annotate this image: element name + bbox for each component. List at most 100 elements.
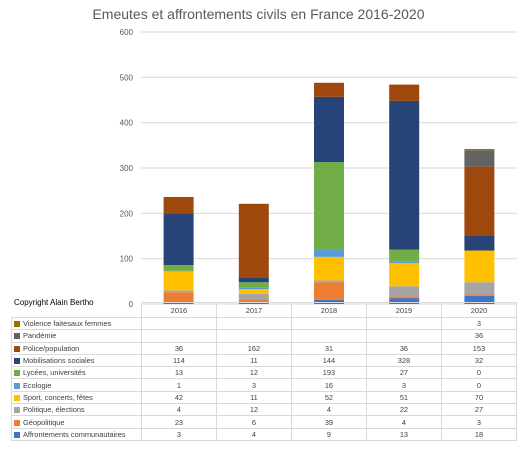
bar-segment [314, 162, 344, 250]
data-cell: 114 [140, 353, 217, 368]
data-cell: 144 [290, 353, 367, 368]
bar-segment [238, 282, 269, 288]
data-cell [290, 316, 367, 331]
bar-segment [389, 296, 420, 299]
legend-entry: Sport, concerts, fêtes [11, 390, 142, 405]
legend-entry: Violence faitesaux femmes [11, 316, 142, 331]
table-row: Affrontements communautaires 3 4 9 13 18 [11, 427, 517, 441]
data-cell: 18 [440, 427, 517, 441]
bar-segment [314, 280, 344, 283]
data-cell: 52 [290, 390, 367, 405]
bar-segment [238, 294, 269, 300]
bar-segment [314, 282, 344, 300]
legend-swatch [14, 431, 20, 438]
chart-plot: 0 100 200 300 400 500 600 [120, 28, 517, 309]
data-cell [140, 316, 217, 331]
data-cell: 162 [215, 341, 292, 355]
bar-segment [238, 289, 269, 295]
table-row: Mobilisations sociales 114 11 144 328 32 [11, 353, 517, 368]
data-cell: 6 [215, 415, 292, 429]
bar-segment [238, 277, 269, 283]
data-cell: 31 [290, 341, 367, 355]
table-row: Politique, élections 4 12 4 22 27 [11, 403, 517, 417]
legend-swatch [14, 345, 20, 352]
legend-entry: Mobilisations sociales [11, 353, 142, 368]
data-cell [365, 316, 442, 331]
data-cell: 13 [140, 366, 217, 380]
data-cell: 3 [365, 378, 442, 392]
bar-segment [464, 294, 495, 296]
bar-segment [389, 263, 420, 287]
data-cell: 22 [365, 403, 442, 417]
bar-segment [238, 203, 269, 278]
bar-segment [464, 250, 495, 283]
bar-segment [238, 299, 269, 303]
data-cell: 4 [290, 403, 367, 417]
data-cell: 27 [440, 403, 517, 417]
bar-segment [314, 82, 344, 97]
y-tick-label: 400 [120, 119, 134, 128]
bar-segment [163, 197, 194, 214]
data-cell: 0 [440, 378, 517, 392]
data-cell [365, 329, 442, 343]
data-cell [215, 316, 292, 331]
data-cell: 193 [290, 366, 367, 380]
bar-segment [163, 271, 194, 291]
bar-segment [314, 249, 344, 257]
table-row: Sport, concerts, fêtes 42 11 52 51 70 [11, 390, 517, 405]
data-cell: 36 [140, 341, 217, 355]
data-cell: 1 [140, 378, 217, 392]
data-cell [290, 329, 367, 343]
bar-segment [464, 166, 495, 236]
x-tick-label: 2016 [140, 302, 217, 318]
data-cell: 3 [140, 427, 217, 441]
bar-segment [314, 256, 344, 281]
legend-entry: Affrontements communautaires [11, 427, 142, 441]
table-row: Lycées, universités 13 12 193 27 0 [11, 366, 517, 380]
bar-segment [389, 84, 420, 101]
x-tick-label: 2017 [215, 302, 292, 318]
data-cell: 11 [215, 390, 292, 405]
data-cell: 328 [365, 353, 442, 368]
data-cell: 42 [140, 390, 217, 405]
data-cell: 32 [440, 353, 517, 368]
bar-segment [389, 286, 420, 297]
x-tick-label: 2019 [365, 302, 442, 318]
legend-entry: Police/population [11, 341, 142, 355]
data-cell: 3 [440, 316, 517, 331]
data-table: 2016 2017 2018 2019 2020 Violence faitesaux f… [11, 302, 517, 441]
table-row: Police/population 36 162 31 36 153 [11, 341, 517, 355]
bar-segment [464, 148, 495, 151]
legend-entry: Politique, élections [11, 403, 142, 417]
bar-segment [389, 100, 420, 250]
data-cell: 3 [440, 415, 517, 429]
data-cell: 12 [215, 366, 292, 380]
bar-segment [389, 261, 420, 264]
y-tick-label: 100 [120, 255, 134, 264]
data-cell: 16 [290, 378, 367, 392]
data-cell: 39 [290, 415, 367, 429]
legend-entry: Pandémie [11, 329, 142, 343]
bar-segment [163, 265, 194, 271]
data-cell: 4 [215, 427, 292, 441]
bar-segment [464, 295, 495, 304]
data-cell: 9 [290, 427, 367, 441]
data-cell: 36 [440, 329, 517, 343]
data-cell: 70 [440, 390, 517, 405]
data-cell: 27 [365, 366, 442, 380]
data-cell: 4 [365, 415, 442, 429]
table-row: Pandémie 36 [11, 329, 517, 343]
data-cell: 36 [365, 341, 442, 355]
data-cell: 0 [440, 366, 517, 380]
table-row: Ecologie 1 3 16 3 0 [11, 378, 517, 392]
chart-title: Emeutes et affrontements civils en Franc… [92, 6, 425, 22]
data-cell: 4 [140, 403, 217, 417]
bar-segment [464, 282, 495, 295]
bar-segment [464, 236, 495, 251]
bar-segment [314, 96, 344, 163]
data-cell: 23 [140, 415, 217, 429]
data-cell [140, 329, 217, 343]
y-tick-label: 600 [120, 28, 134, 37]
legend-swatch [14, 407, 20, 414]
legend-entry: Ecologie [11, 378, 142, 392]
